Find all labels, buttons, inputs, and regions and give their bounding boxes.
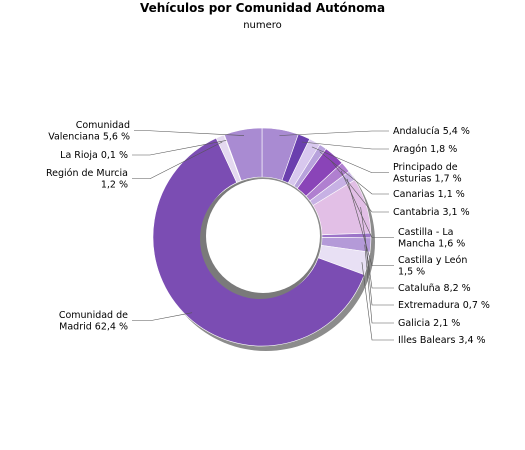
label-cataluna: Cataluña 8,2 %: [398, 283, 471, 294]
leader-line-aragon: [301, 141, 389, 150]
leader-line-comunidad-de-madrid: [132, 312, 193, 322]
donut-hole: [206, 179, 320, 293]
label-aragon: Aragón 1,8 %: [393, 144, 457, 155]
label-galicia: Galicia 2,1 %: [398, 318, 460, 329]
label-andalucia: Andalucía 5,4 %: [393, 126, 470, 137]
leader-line-illes-balears: [361, 262, 394, 341]
leader-line-region-de-murcia: [132, 141, 223, 180]
leader-line-andalucia: [279, 130, 389, 136]
chart-title: Vehículos por Comunidad Autónoma: [139, 1, 386, 15]
leader-line-extremadura: [364, 235, 394, 306]
label-canarias: Canarias 1,1 %: [393, 189, 465, 200]
label-cantabria: Cantabria 3,1 %: [393, 207, 470, 218]
label-comunidad-valenciana: Comunidad Valenciana 5,6 %: [48, 120, 130, 143]
label-principado-de-asturias: Principado de Asturias 1,7 %: [393, 162, 462, 185]
label-castilla-y-leon: Castilla y León 1,5 %: [398, 255, 467, 278]
slice-comunidad-valenciana[interactable]: [224, 127, 263, 182]
label-comunidad-de-madrid: Comunidad de Madrid 62,4 %: [59, 310, 128, 333]
leader-line-canarias: [319, 151, 389, 195]
label-illes-balears: Illes Balears 3,4 %: [398, 335, 486, 346]
label-la-rioja: La Rioja 0,1 %: [60, 150, 128, 161]
leader-line-galicia: [364, 244, 394, 324]
label-region-de-murcia: Región de Murcia 1,2 %: [46, 168, 128, 191]
leader-line-principado-de-asturias: [311, 146, 389, 174]
leader-line-castilla-y-leon: [346, 178, 394, 267]
label-castilla-la-mancha: Castilla - La Mancha 1,6 %: [398, 227, 465, 250]
leader-line-la-rioja: [132, 140, 227, 156]
leader-line-comunidad-valenciana: [134, 130, 245, 136]
label-extremadura: Extremadura 0,7 %: [398, 300, 490, 311]
chart-subtitle: numero: [243, 20, 282, 31]
leader-line-cataluna: [360, 207, 394, 289]
